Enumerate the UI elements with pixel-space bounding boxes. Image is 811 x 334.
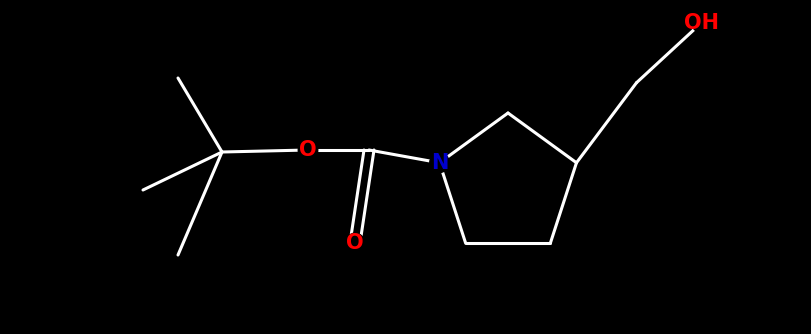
Circle shape [430, 153, 449, 172]
Text: O: O [346, 233, 364, 253]
Circle shape [345, 233, 365, 253]
Circle shape [298, 140, 318, 160]
Text: N: N [431, 153, 448, 173]
Text: O: O [299, 140, 317, 160]
Circle shape [692, 13, 711, 32]
Text: OH: OH [684, 13, 719, 33]
